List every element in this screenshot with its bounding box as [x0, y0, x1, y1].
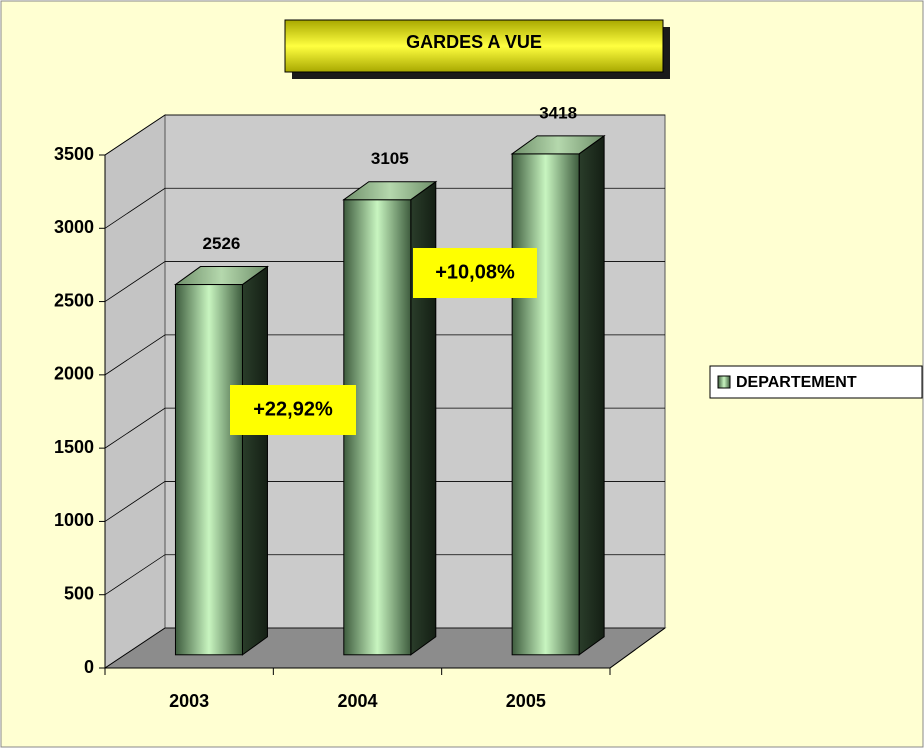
data-label: 2526 — [203, 234, 241, 253]
grid-line — [104, 481, 665, 522]
x-tick-label: 2004 — [337, 691, 377, 711]
bar — [174, 284, 243, 656]
y-tick-label: 2000 — [54, 364, 94, 384]
grid-line — [104, 114, 665, 156]
legend-swatch — [717, 375, 731, 389]
bar — [511, 153, 580, 656]
y-tick-label: 3000 — [54, 217, 94, 237]
bar-top — [173, 266, 270, 286]
y-tick-label: 2500 — [54, 290, 94, 310]
y-tick-label: 0 — [84, 657, 94, 677]
data-label: 3105 — [371, 149, 409, 168]
annotation-box — [230, 385, 356, 435]
title-box — [284, 19, 664, 73]
bar-side — [241, 265, 268, 656]
y-tick-label: 500 — [64, 583, 94, 603]
grid-line — [104, 407, 665, 449]
grid-line — [104, 334, 665, 376]
side-wall — [104, 114, 166, 669]
annotation: +10,08% — [435, 261, 515, 283]
chart-title: GARDES A VUE — [406, 32, 542, 52]
y-tick-label: 3500 — [54, 144, 94, 164]
annotation: +22,92% — [253, 398, 333, 420]
bar-top — [342, 181, 438, 201]
data-label: 3418 — [539, 103, 577, 122]
grid-line — [104, 187, 665, 229]
y-tick-label: 1000 — [54, 510, 94, 530]
grid-line — [104, 627, 665, 669]
annotation-box — [413, 248, 537, 298]
bar-top — [510, 135, 606, 155]
floor-edge — [609, 627, 666, 669]
bar-side — [578, 134, 605, 656]
legend — [709, 365, 923, 399]
legend-label: DEPARTEMENT — [736, 374, 857, 391]
grid-line — [104, 554, 665, 596]
x-tick-label: 2005 — [506, 691, 546, 711]
y-tick-label: 1500 — [54, 437, 94, 457]
x-tick-label: 2003 — [169, 691, 209, 711]
